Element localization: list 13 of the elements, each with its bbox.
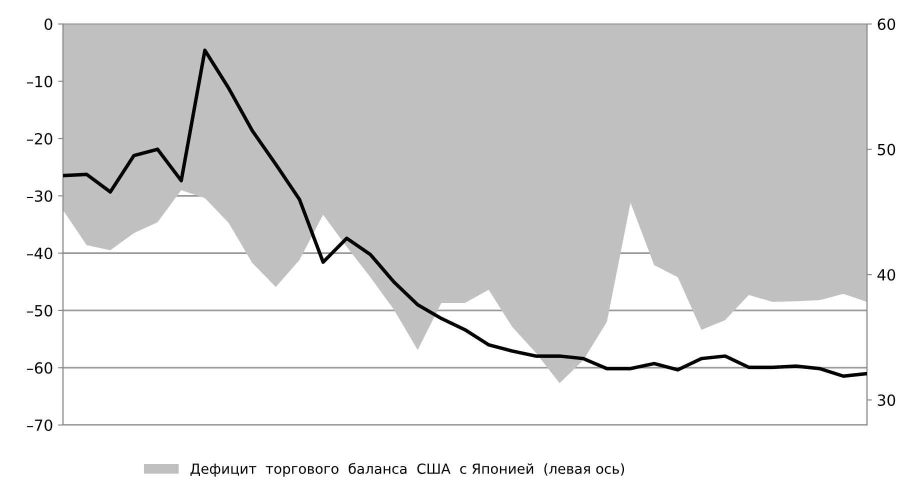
- y-tick-label: –60: [26, 362, 52, 374]
- y2-tick-label: 50: [878, 144, 896, 156]
- y2-tick-label: 40: [877, 269, 896, 281]
- legend-label: Дефицит торгового баланса США с Японией (левая ось): [190, 462, 624, 477]
- y-tick-label: –20: [26, 133, 52, 145]
- y-tick-label: –10: [26, 76, 52, 88]
- y-tick-label: 0: [44, 18, 52, 30]
- y2-tick-label: 60: [878, 18, 896, 30]
- y-tick-label: –40: [26, 248, 52, 260]
- y2-tick-label: 30: [878, 394, 896, 406]
- y-tick-label: –70: [26, 419, 52, 432]
- y-tick-label: –30: [26, 190, 52, 202]
- y-tick-label: –50: [26, 304, 52, 316]
